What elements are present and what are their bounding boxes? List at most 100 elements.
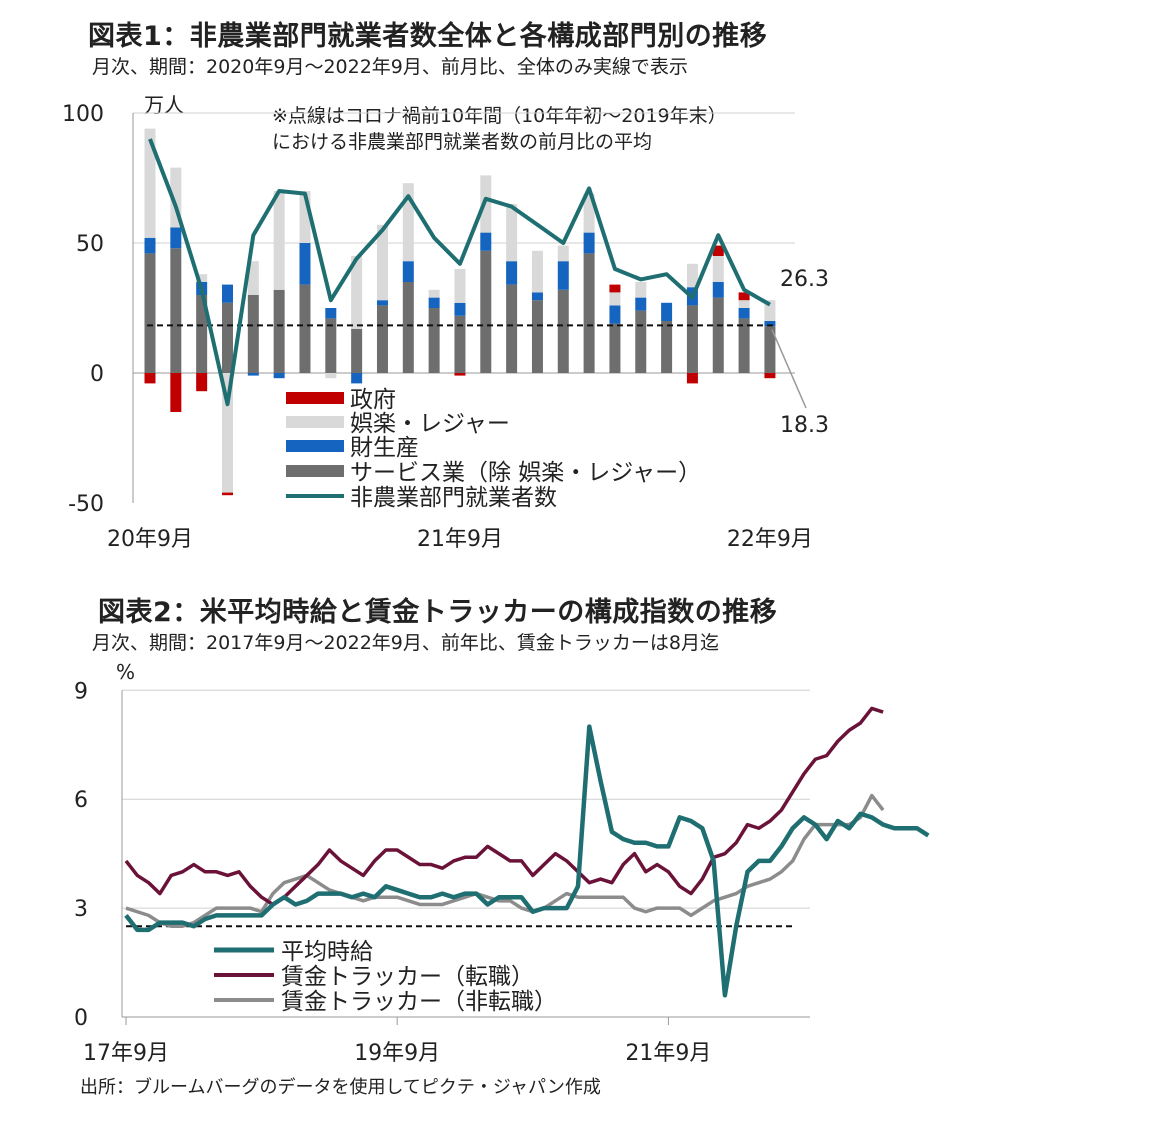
chart1-bar-goods [351,373,363,384]
chart1-bar-goods [712,282,724,298]
chart1-bar-goods [221,284,233,303]
chart1-bar-leisure [325,373,337,379]
chart1-bar-leisure [557,245,569,262]
chart1-x-tick-label: 22年9月 [727,527,813,552]
chart1-y-tick-label: 100 [62,102,104,127]
chart1-legend-swatch-goods [286,440,344,452]
chart1-legend-swatch-services [286,465,344,477]
chart1-title: 図表1：非農業部門就業者数全体と各構成部門別の推移 [88,21,768,52]
chart1-bar-leisure [402,183,414,262]
chart1-bar-goods [144,237,156,254]
chart1-bar-services [428,308,440,373]
chart1-bar-goods [583,232,595,254]
chart1-x-tick-label: 20年9月 [107,527,193,552]
chart1-bar-goods [738,308,750,319]
chart1-bar-goods [661,302,673,321]
chart1-bar-services [299,284,311,373]
chart2-y-tick-label: 6 [74,788,88,813]
chart1-bar-leisure [428,289,440,298]
chart1-bar-leisure [506,204,518,262]
chart1-bar-goods [635,297,647,311]
chart1-bar-leisure [221,373,233,493]
chart1-bar-gov [170,373,182,412]
source-note: 出所：ブルームバーグのデータを使用してピクテ・ジャパン作成 [80,1077,601,1098]
chart1-bar-services [402,282,414,373]
chart1-subtitle: 月次、期間：2020年9月～2022年9月、前月比、全体のみ実線で表示 [92,56,688,78]
chart1-bar-goods [299,243,311,285]
chart2-legend-label: 賃金トラッカー（転職） [281,964,534,990]
chart1-bar-gov [738,292,750,301]
chart1-bar-leisure [712,256,724,282]
chart1-bar-services [557,289,569,373]
chart1-bar-leisure [764,300,776,321]
chart2-x-tick-label: 19年9月 [354,1041,440,1066]
chart1-bar-services [635,310,647,373]
chart2-y-tick-label: 3 [74,897,88,922]
chart1-bar-services [686,305,698,373]
chart1-bar-leisure [273,191,285,290]
chart1-bar-services [712,297,724,373]
chart1-bar-services [506,284,518,373]
chart1-bar-leisure [351,256,363,329]
chart2-subtitle: 月次、期間：2017年9月～2022年9月、前年比、賃金トラッカーは8月迄 [92,632,719,654]
chart1-x-tick-label: 21年9月 [417,527,503,552]
chart2-x-tick-label: 21年9月 [625,1041,711,1066]
chart1-bar-goods [764,321,776,327]
chart1-note-line1: ※点線はコロナ禍前10年間（10年年初～2019年末） [272,105,727,127]
chart1-bar-services [531,300,543,373]
chart1-bar-gov [221,492,233,496]
chart1-bar-services [454,315,466,373]
chart1-bar-gov [764,373,776,379]
chart1-legend-label: サービス業（除 娯楽・レジャー） [350,460,701,486]
chart1-bar-leisure [144,128,156,238]
chart1-bar-goods [325,308,337,319]
chart1-bar-goods [454,302,466,316]
chart1-bar-services [273,289,285,373]
chart1-bar-goods [376,300,388,306]
chart1-bar-gov [609,284,621,293]
chart1-annotation-last-total: 26.3 [780,267,829,292]
chart1-bar-leisure [531,250,543,293]
chart1-legend-label: 財生産 [350,435,419,461]
chart1-bar-services [609,323,621,373]
chart1-bar-services [144,253,156,373]
chart2-x-tick-label: 17年9月 [83,1041,169,1066]
chart1-bar-gov [144,373,156,384]
chart1-note-line2: における非農業部門就業者数の前月比の平均 [272,131,653,153]
chart1-bar-services [221,302,233,373]
chart1-bar-leisure [686,263,698,288]
chart1-bar-gov [686,373,698,384]
chart1-annotation-leader [771,329,807,409]
chart1-bar-leisure [609,292,621,306]
chart2-series-line-1 [124,706,884,907]
chart1-bar-services [583,253,595,373]
chart1-bar-goods [170,227,182,249]
chart2-legend-label: 賃金トラッカー（非転職） [281,989,557,1015]
chart1-y-tick-label: -50 [68,492,104,517]
chart2-series-line-2 [125,793,885,928]
chart1-bar-leisure [376,224,388,301]
chart1-bar-leisure [299,191,311,243]
chart1-legend-label: 非農業部門就業者数 [350,485,557,511]
chart1-bar-leisure [454,269,466,303]
chart2-y-tick-label: 0 [74,1006,88,1031]
chart1-bar-gov [454,373,466,376]
chart2-title: 図表2：米平均時給と賃金トラッカーの構成指数の推移 [98,597,778,628]
chart2-series-line-0 [124,724,930,998]
chart1-bar-leisure [170,167,182,228]
chart1-bar-leisure [196,274,208,282]
chart1-bar-services [480,250,492,373]
chart1-bar-goods [531,292,543,301]
chart1-legend-label: 娯楽・レジャー [350,411,510,437]
chart1-bar-services [325,318,337,373]
chart1-legend-swatch-leisure [286,416,344,428]
chart1-bar-leisure [635,282,647,298]
chart1-total-line [148,138,771,407]
chart1-bar-gov [196,373,208,392]
chart1-annotation-average: 18.3 [780,413,829,438]
chart1-legend-swatch-gov [286,392,344,404]
chart2-legend-label: 平均時給 [281,939,373,965]
chart1-y-tick-label: 0 [90,362,104,387]
chart1-bar-goods [480,232,492,251]
chart1-bar-goods [273,373,285,379]
